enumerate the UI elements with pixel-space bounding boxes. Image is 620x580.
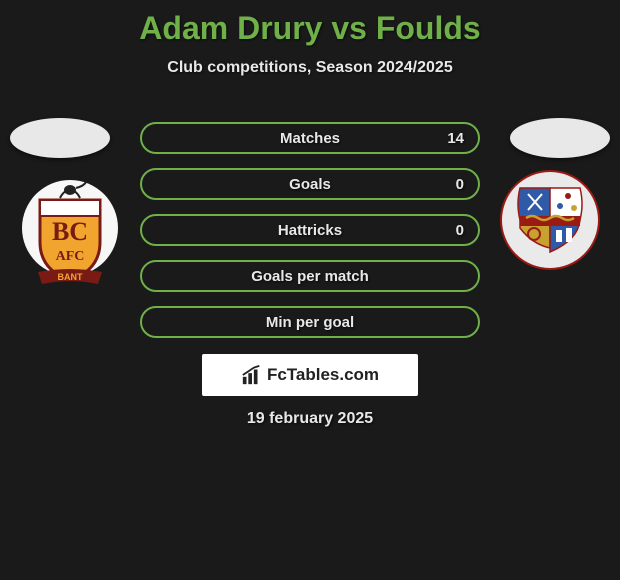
stat-label: Min per goal (266, 314, 354, 331)
stat-label: Hattricks (278, 222, 342, 239)
stat-label: Goals (289, 176, 331, 193)
stat-value-right: 0 (456, 222, 464, 239)
page-title: Adam Drury vs Foulds (0, 0, 620, 47)
branding-badge: FcTables.com (202, 354, 418, 396)
shield-icon: BC AFC BANT (20, 180, 120, 290)
player-portrait-right (510, 118, 610, 158)
stat-row-matches: Matches 14 (140, 122, 480, 154)
svg-text:BANT: BANT (58, 272, 83, 282)
svg-text:AFC: AFC (56, 249, 85, 264)
date-label: 19 february 2025 (0, 410, 620, 428)
branding-text: FcTables.com (267, 365, 379, 385)
club-crest-left: BC AFC BANT (20, 185, 120, 285)
stats-list: Matches 14 Goals 0 Hattricks 0 Goals per… (140, 122, 480, 352)
stat-row-min-per-goal: Min per goal (140, 306, 480, 338)
subtitle: Club competitions, Season 2024/2025 (0, 59, 620, 77)
shield-icon (500, 170, 600, 270)
stat-value-right: 0 (456, 176, 464, 193)
bar-chart-icon (241, 364, 263, 386)
club-crest-right (500, 170, 600, 270)
stat-row-hattricks: Hattricks 0 (140, 214, 480, 246)
stat-row-goals-per-match: Goals per match (140, 260, 480, 292)
stat-label: Matches (280, 130, 340, 147)
svg-text:BC: BC (52, 217, 88, 246)
stat-value-right: 14 (447, 130, 464, 147)
stat-row-goals: Goals 0 (140, 168, 480, 200)
player-portrait-left (10, 118, 110, 158)
stat-label: Goals per match (251, 268, 369, 285)
